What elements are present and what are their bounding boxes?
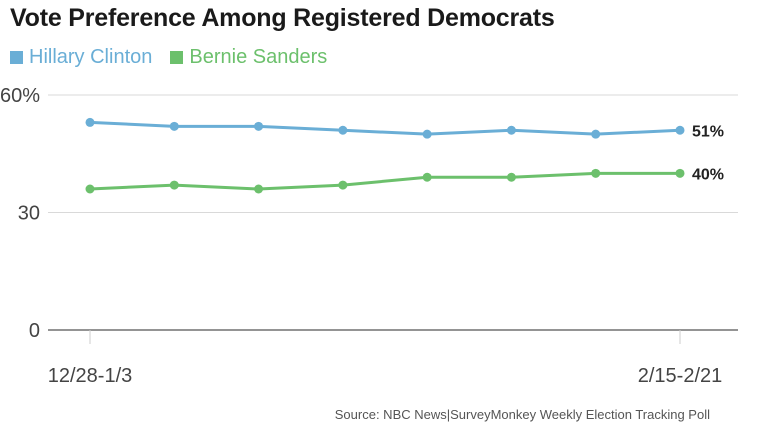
data-point-clinton: [422, 129, 432, 139]
data-point-sanders: [338, 180, 348, 190]
legend-item-clinton: Hillary Clinton: [10, 46, 152, 69]
legend: Hillary Clinton Bernie Sanders: [10, 46, 327, 69]
data-point-sanders: [254, 184, 264, 194]
legend-label-sanders: Bernie Sanders: [189, 46, 328, 68]
data-point-clinton: [169, 121, 179, 131]
end-value-label-sanders: 40%: [692, 166, 724, 183]
legend-swatch-sanders: [170, 51, 184, 64]
data-point-clinton: [591, 129, 601, 139]
data-point-clinton: [675, 125, 685, 135]
y-tick-label: 60%: [0, 85, 40, 107]
data-point-sanders: [85, 184, 95, 194]
data-point-clinton: [338, 125, 348, 135]
series-line-sanders: [89, 171, 680, 191]
x-tick-label: 2/15-2/21: [638, 365, 723, 387]
legend-item-sanders: Bernie Sanders: [170, 46, 327, 69]
data-point-clinton: [506, 125, 516, 135]
end-value-label-clinton: 51%: [692, 123, 724, 140]
data-point-clinton: [85, 117, 95, 127]
legend-label-clinton: Hillary Clinton: [29, 46, 153, 68]
series-line-clinton: [89, 120, 681, 136]
chart-title: Vote Preference Among Registered Democra…: [10, 4, 555, 32]
data-point-sanders: [591, 168, 601, 178]
data-point-sanders: [169, 180, 179, 190]
y-tick-label: 0: [29, 320, 40, 342]
x-tick-label: 12/28-1/3: [48, 365, 133, 387]
data-point-sanders: [675, 168, 685, 178]
legend-swatch-clinton: [10, 51, 23, 64]
data-point-clinton: [254, 121, 264, 131]
source-note: Source: NBC News|SurveyMonkey Weekly Ele…: [334, 407, 710, 422]
y-tick-label: 30: [18, 203, 40, 225]
data-point-sanders: [506, 172, 516, 182]
data-point-sanders: [422, 172, 432, 182]
